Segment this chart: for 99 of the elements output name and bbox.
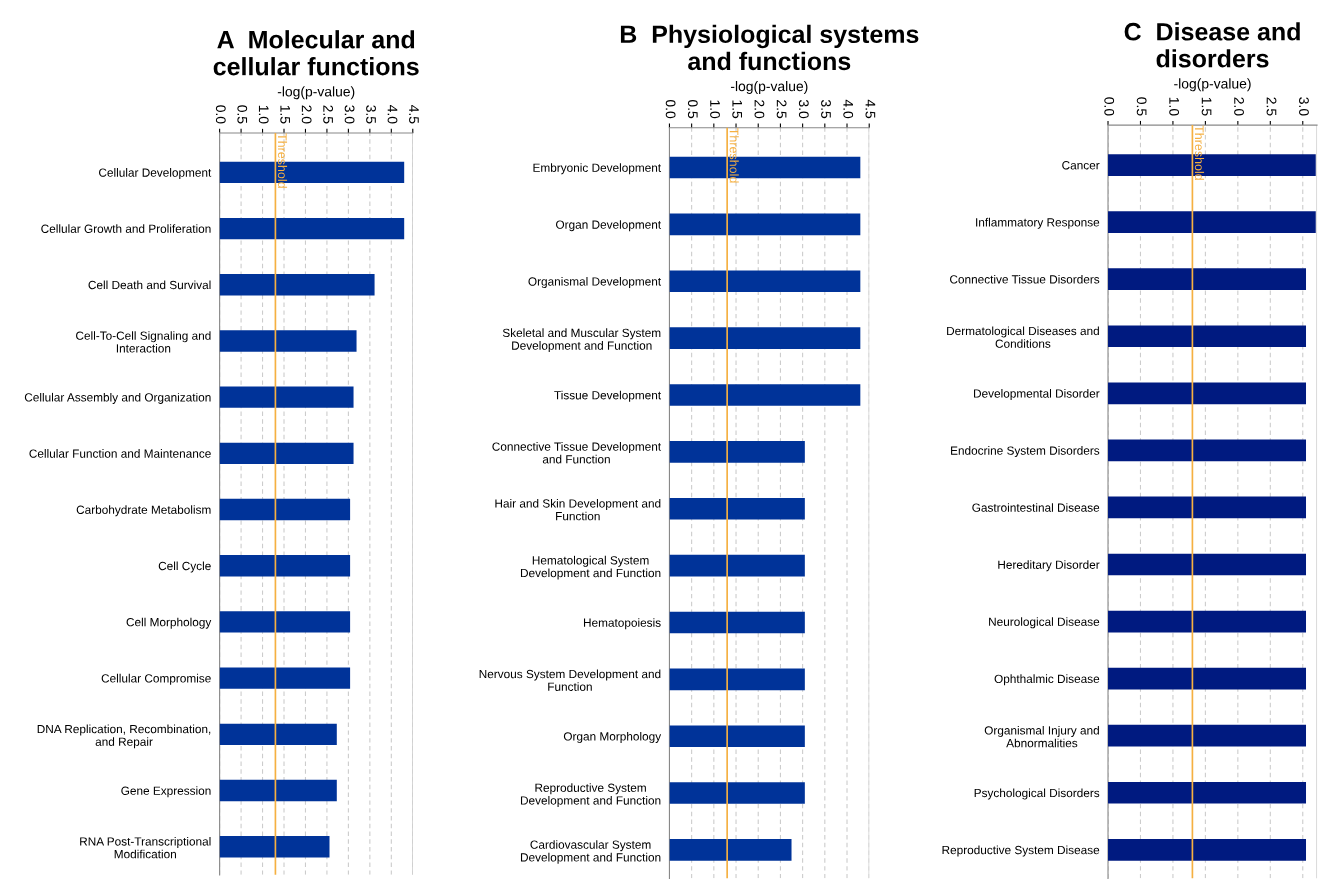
- y-tick-label: Cell Morphology: [126, 617, 212, 629]
- bar: [219, 555, 351, 577]
- x-tick-label: 2.0: [301, 105, 312, 124]
- chart-title: A Molecular and cellular functions: [213, 30, 419, 76]
- chart-title: C Disease and disorders: [1124, 22, 1300, 68]
- x-tick-label: 3.0: [1299, 97, 1309, 116]
- chart-title: B Physiological systems and functions: [620, 24, 919, 71]
- bar: [219, 723, 337, 746]
- bar: [669, 270, 861, 293]
- y-tick-label: Skeletal and Muscular System Development and Function: [502, 328, 661, 353]
- y-tick-label: Gene Expression: [121, 786, 211, 798]
- x-tick-label: 3.0: [344, 105, 355, 124]
- bar: [219, 611, 351, 633]
- y-tick-label: Nervous System Development and Function: [479, 669, 661, 691]
- bar: [669, 554, 805, 577]
- bar: [219, 442, 354, 465]
- x-tick-label: 3.0: [798, 99, 809, 119]
- y-tick-label: Connective Tissue Disorders: [950, 274, 1100, 284]
- bar: [219, 330, 357, 352]
- y-tick-label: Cellular Compromise: [101, 673, 211, 685]
- y-tick-label: Hematological System Development and Function: [520, 555, 661, 580]
- x-tick-label: 3.5: [366, 105, 376, 124]
- x-tick-label: 2.5: [323, 105, 334, 124]
- bar: [669, 839, 792, 861]
- x-tick-label: 2.0: [1234, 97, 1244, 116]
- x-tick-label: 2.5: [776, 100, 787, 119]
- y-tick-label: Embryonic Development: [533, 163, 662, 175]
- y-tick-label: Reproductive System Disease: [942, 845, 1100, 857]
- y-tick-label: Carbohydrate Metabolism: [76, 505, 211, 517]
- x-axis-title: -log(p-value): [1174, 78, 1251, 92]
- ref-line-label: Threshold: [729, 128, 739, 183]
- y-tick-label: Cell-To-Cell Signaling and Interaction: [76, 331, 211, 353]
- bar: [219, 498, 351, 521]
- bar: [669, 725, 805, 747]
- x-tick-label: 4.5: [865, 99, 876, 119]
- x-tick-label: 0.0: [665, 99, 676, 119]
- x-tick-label: 2.0: [754, 100, 765, 119]
- y-tick-label: Cellular Growth and Proliferation: [41, 224, 211, 233]
- bar: [219, 386, 354, 408]
- y-tick-label: Reproductive System Development and Function: [520, 783, 661, 807]
- y-tick-label: Connective Tissue Development and Function: [492, 442, 662, 464]
- y-tick-label: Cell Death and Survival: [88, 280, 211, 290]
- y-tick-label: Cellular Assembly and Organization: [24, 392, 211, 404]
- bar: [669, 327, 861, 349]
- x-tick-label: 2.5: [1266, 97, 1277, 116]
- y-tick-label: Gastrointestinal Disease: [972, 503, 1100, 512]
- bar: [219, 836, 330, 858]
- bar: [669, 611, 805, 634]
- bar: [669, 384, 861, 406]
- y-tick-label: Tissue Development: [554, 390, 662, 402]
- y-tick-label: Organismal Injury and Abnormalities: [984, 725, 1099, 748]
- y-tick-label: DNA Replication, Recombination, and Repair: [37, 724, 211, 749]
- y-tick-label: Cellular Function and Maintenance: [29, 449, 211, 458]
- y-tick-label: Hereditary Disorder: [998, 560, 1100, 572]
- bar: [219, 779, 337, 802]
- x-tick-label: 3.5: [821, 99, 831, 119]
- ref-line-label: Threshold: [277, 133, 288, 188]
- y-tick-label: Hematopoiesis: [583, 618, 661, 630]
- y-tick-label: Endocrine System Disorders: [951, 446, 1100, 458]
- bar: [219, 274, 375, 296]
- ref-line-label: Threshold: [1194, 125, 1205, 180]
- bar: [669, 782, 805, 804]
- bar: [219, 217, 405, 240]
- y-tick-label: Inflammatory Response: [976, 217, 1100, 229]
- y-tick-label: RNA Post-Transcriptional Modification: [80, 836, 211, 859]
- x-tick-label: 1.5: [1201, 97, 1212, 116]
- y-tick-label: Ophthalmic Disease: [994, 674, 1100, 686]
- y-tick-label: Psychological Disorders: [974, 788, 1100, 800]
- x-tick-label: 0.5: [687, 99, 698, 119]
- y-tick-label: Hair and Skin Development and Function: [495, 498, 661, 521]
- x-tick-label: 1.5: [280, 105, 290, 124]
- x-tick-label: 1.5: [732, 100, 742, 119]
- y-tick-label: Cardiovascular System Development and Function: [520, 840, 661, 864]
- y-tick-label: Organismal Development: [528, 277, 662, 289]
- x-tick-label: 0.0: [215, 105, 226, 124]
- bar: [669, 213, 861, 236]
- x-tick-label: 0.5: [237, 105, 248, 124]
- bar: [669, 497, 805, 520]
- y-tick-label: Organ Development: [556, 220, 662, 232]
- y-tick-label: Neurological Disease: [989, 617, 1100, 629]
- y-tick-label: Cancer: [1062, 161, 1100, 170]
- y-tick-label: Dermatological Diseases and Conditions: [947, 326, 1099, 348]
- x-tick-label: 4.0: [387, 105, 398, 124]
- x-tick-label: 4.0: [843, 99, 854, 119]
- x-axis-title: -log(p-value): [730, 81, 808, 94]
- x-tick-label: 1.0: [710, 100, 720, 119]
- bar: [219, 667, 351, 689]
- x-tick-label: 1.0: [258, 105, 269, 124]
- y-tick-label: Organ Morphology: [563, 731, 662, 743]
- bar: [669, 441, 805, 463]
- bar: [669, 668, 805, 691]
- y-tick-label: Cell Cycle: [158, 561, 211, 573]
- x-tick-label: 1.0: [1169, 97, 1180, 116]
- x-axis-title: -log(p-value): [277, 86, 355, 100]
- y-tick-label: Cellular Development: [99, 168, 212, 180]
- x-tick-label: 0.5: [1136, 97, 1147, 116]
- x-tick-label: 4.5: [409, 105, 419, 124]
- y-tick-label: Developmental Disorder: [974, 389, 1100, 401]
- x-tick-label: 0.0: [1104, 97, 1115, 116]
